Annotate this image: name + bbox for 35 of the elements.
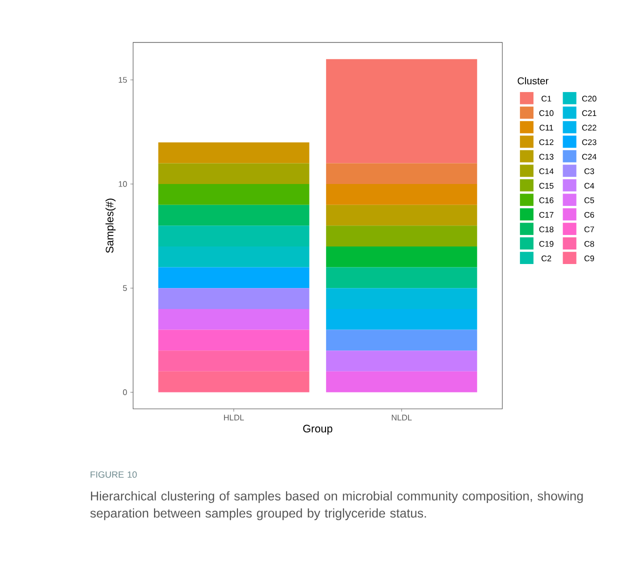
y-tick-label: 10 [118,180,127,187]
legend-label: C23 [582,139,596,145]
legend-label: C18 [539,226,554,232]
legend-label: C14 [539,168,554,174]
legend-label: C21 [582,110,596,116]
legend-label: C2 [542,255,552,262]
caption: FIGURE 10 [90,471,137,478]
x-tick-label: HLDL [224,414,244,420]
text: Hierarchical clustering of samples based on microbial community composition, showing separation between samples grouped by triglyceride status. [90,490,583,520]
legend-label: C20 [582,96,596,102]
legend-label: C24 [582,154,596,160]
legend-label: C7 [584,226,594,232]
legend-label: C15 [539,182,554,188]
legend-label: C16 [539,197,554,203]
y-axis-title: Samples(#) [105,198,116,253]
y-tick-label: 0 [123,389,127,395]
legend-label: C12 [539,139,554,145]
legend-label: C22 [582,124,596,130]
legend-label: C13 [539,154,554,160]
legend-label: C17 [539,212,554,218]
y-tick-label: 15 [118,76,127,83]
legend-label: C19 [539,240,554,247]
y-tick-label: 5 [123,285,127,291]
legend-label: C1 [542,96,552,102]
legend-title: Cluster [518,76,549,84]
legend-label: C9 [584,255,594,262]
legend-label: C6 [584,212,594,218]
legend-label: C8 [584,240,594,247]
legend-label: C11 [540,124,554,130]
x-tick-label: NLDL [392,414,412,420]
x-axis-title: Group [303,424,332,434]
legend-label: C10 [539,110,554,116]
legend-label: C5 [584,197,594,203]
legend-label: C3 [584,168,594,174]
legend-label: C4 [584,182,594,188]
